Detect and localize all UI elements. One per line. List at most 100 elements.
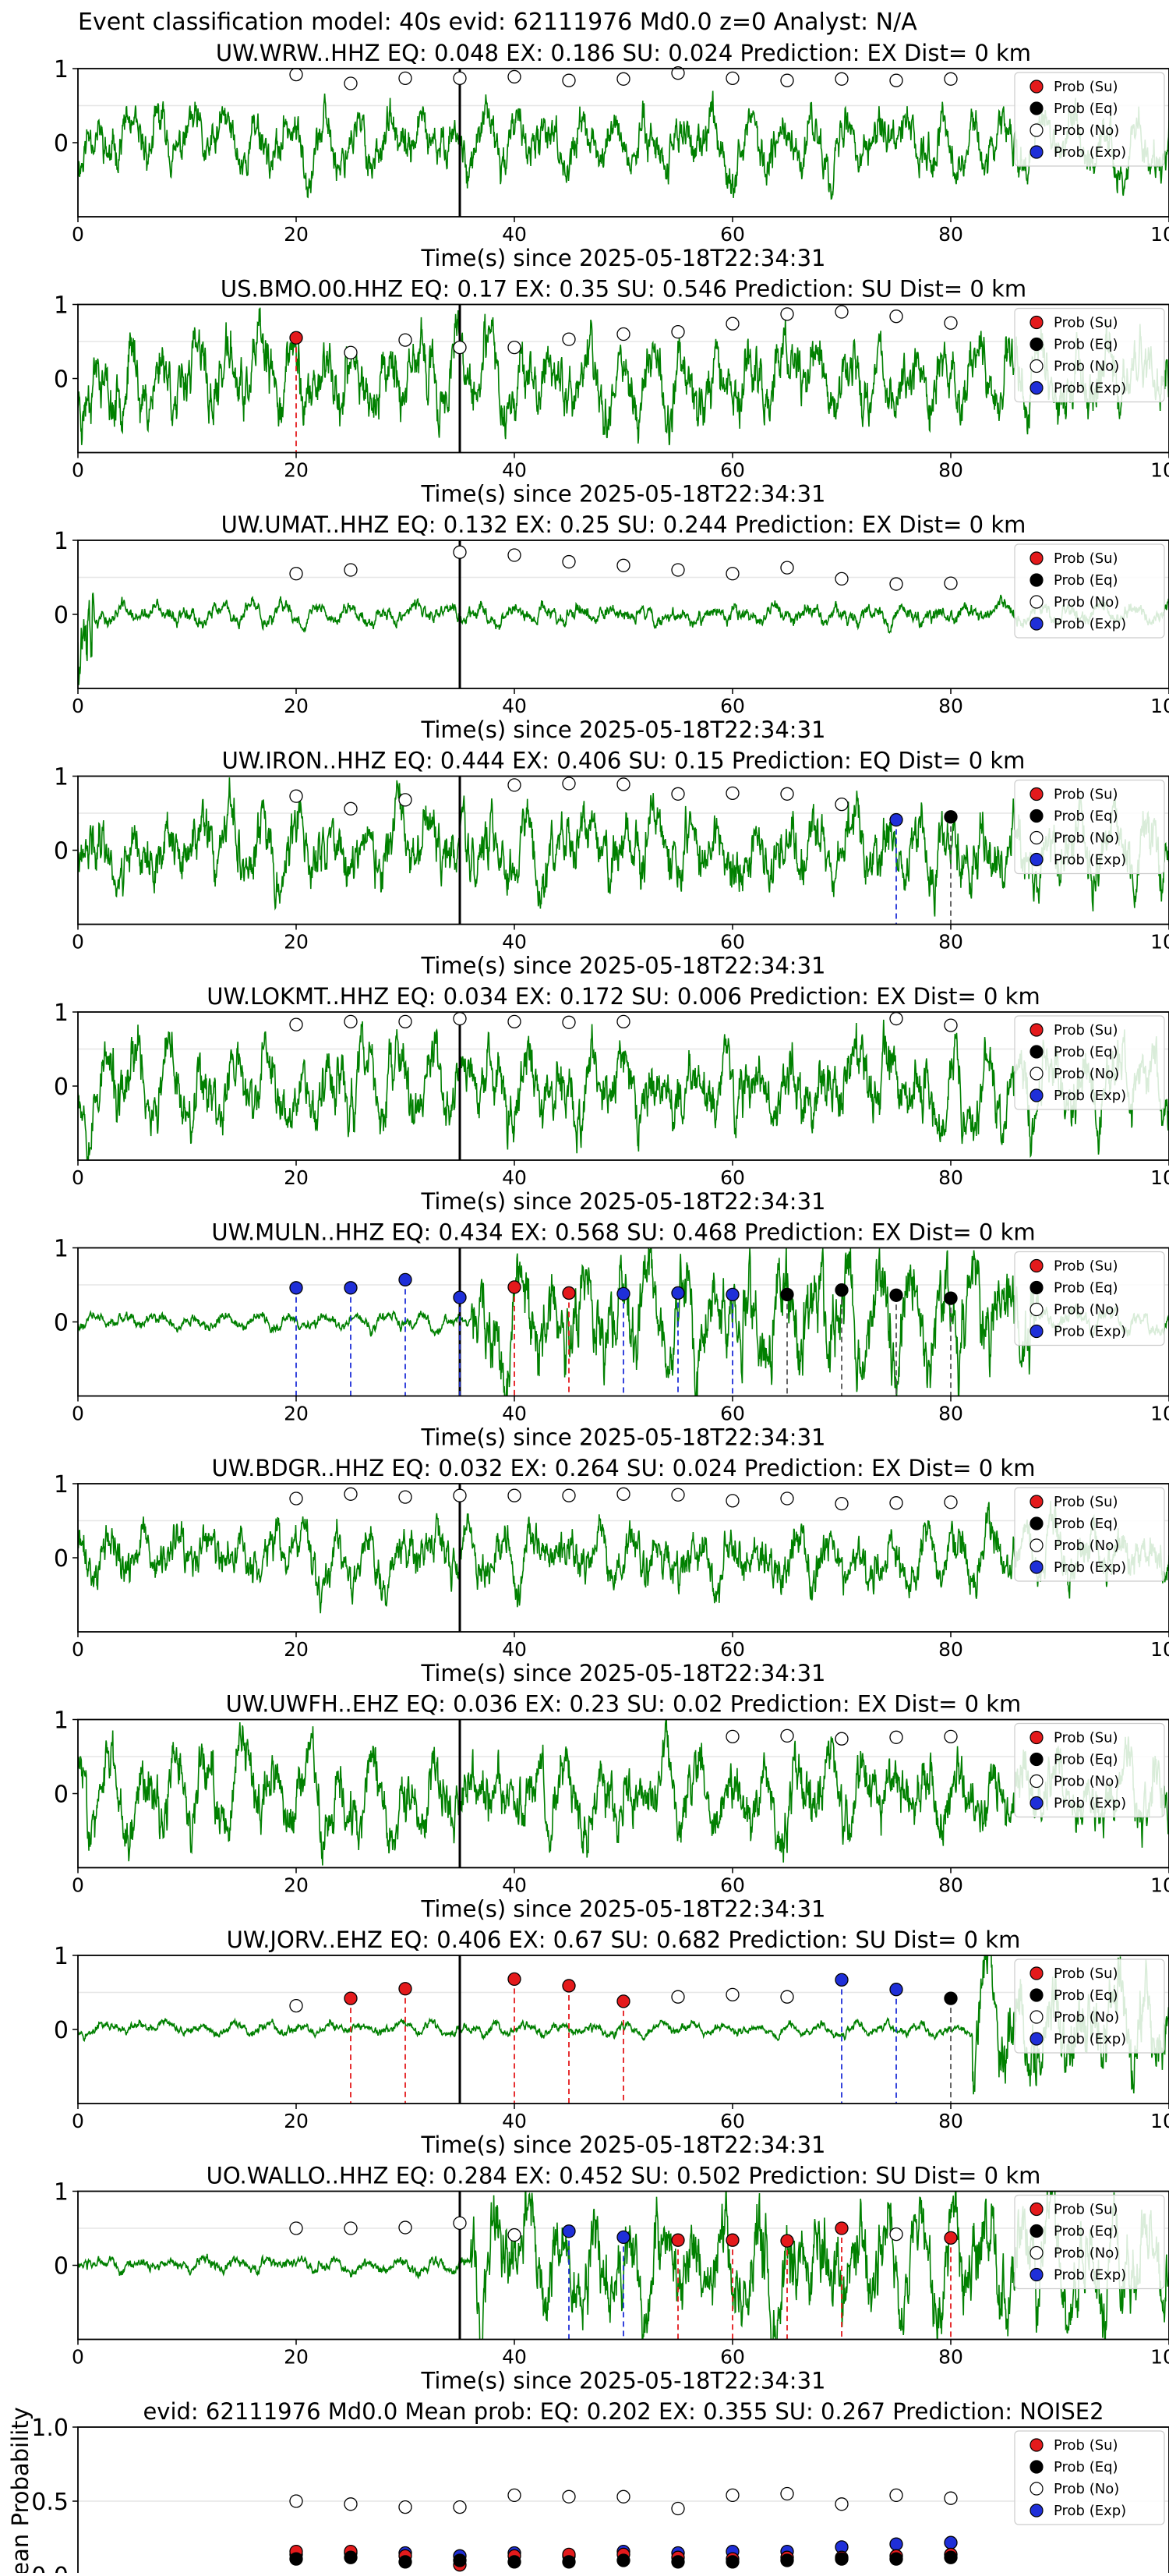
data-point-no xyxy=(835,305,849,319)
data-point-su xyxy=(562,1286,576,1300)
data-point-no xyxy=(671,563,685,577)
legend-marker-eq xyxy=(1029,1516,1044,1530)
waveform-trace xyxy=(78,593,1169,685)
data-point-no xyxy=(780,1729,794,1743)
legend-marker-su xyxy=(1029,2438,1044,2452)
legend-label-su: Prob (Su) xyxy=(1054,2437,1118,2454)
x-tick-label: 40 xyxy=(502,1403,527,1425)
y-tick-label: 1 xyxy=(54,56,69,83)
legend-marker-exp xyxy=(1029,380,1044,395)
y-tick-label: 1 xyxy=(54,1707,69,1735)
panel-8: UW.UWFH..EHZ EQ: 0.036 EX: 0.23 SU: 0.02… xyxy=(54,1691,1169,1923)
x-tick-label: 80 xyxy=(938,695,963,717)
legend-label-exp: Prob (Exp) xyxy=(1054,2031,1126,2047)
legend-marker-su xyxy=(1029,787,1044,801)
x-tick-label: 80 xyxy=(938,223,963,246)
data-point-no xyxy=(944,1495,958,1509)
data-point-no xyxy=(562,777,576,791)
data-point-no xyxy=(289,1998,303,2013)
mean-point-no xyxy=(944,2491,958,2505)
legend-label-exp: Prob (Exp) xyxy=(1054,1324,1126,1340)
mean-point-no xyxy=(507,2488,521,2503)
legend-marker-su xyxy=(1029,1023,1044,1037)
data-point-no xyxy=(289,789,303,803)
data-point-no xyxy=(398,71,412,85)
waveform-trace xyxy=(78,307,1169,446)
data-point-su xyxy=(671,2233,685,2247)
legend: Prob (Su) Prob (Eq) Prob (No) Prob (Exp) xyxy=(1014,307,1165,403)
x-tick-label: 60 xyxy=(720,2346,745,2369)
legend-label-exp: Prob (Exp) xyxy=(1054,1088,1126,1104)
mean-point-eq xyxy=(780,2553,794,2567)
x-axis-label: Time(s) since 2025-05-18T22:34:31 xyxy=(421,1896,826,1923)
legend-label-eq: Prob (Eq) xyxy=(1054,101,1118,117)
data-point-no xyxy=(671,1990,685,2004)
x-tick-label: 80 xyxy=(938,2110,963,2132)
data-point-no xyxy=(344,801,358,816)
y-tick-label: 1 xyxy=(54,1000,69,1027)
x-tick-label: 60 xyxy=(720,1638,745,1661)
data-point-no xyxy=(835,72,849,86)
mean-point-exp xyxy=(944,2535,958,2549)
legend-marker-exp xyxy=(1029,1088,1044,1102)
y-tick-label: 1 xyxy=(54,292,69,320)
legend-marker-su xyxy=(1029,1966,1044,1980)
x-axis-label: Time(s) since 2025-05-18T22:34:31 xyxy=(421,1424,826,1451)
legend-label-no: Prob (No) xyxy=(1054,1302,1119,1318)
data-point-no xyxy=(289,1491,303,1506)
legend: Prob (Su) Prob (Eq) Prob (No) Prob (Exp) xyxy=(1014,1959,1165,2054)
legend-marker-su xyxy=(1029,1258,1044,1273)
y-tick-label: 1 xyxy=(54,2179,69,2206)
data-point-no xyxy=(562,332,576,346)
data-point-no xyxy=(507,1488,521,1502)
data-point-no xyxy=(889,1496,903,1510)
x-axis-label: Time(s) since 2025-05-18T22:34:31 xyxy=(421,2132,826,2158)
data-point-no xyxy=(616,327,630,341)
legend-marker-eq xyxy=(1029,573,1044,587)
legend-marker-eq xyxy=(1029,2224,1044,2238)
legend-label-exp: Prob (Exp) xyxy=(1054,2267,1126,2284)
y-tick-label: 0 xyxy=(54,1310,69,1337)
data-point-exp xyxy=(889,1983,903,1997)
legend-label-eq: Prob (Eq) xyxy=(1054,1516,1118,1532)
data-point-no xyxy=(780,1491,794,1506)
mean-point-no xyxy=(889,2488,903,2503)
legend-box xyxy=(1014,72,1165,167)
data-point-no xyxy=(398,2220,412,2235)
data-point-no xyxy=(889,310,903,324)
legend-label-su: Prob (Su) xyxy=(1054,315,1118,331)
legend-marker-su xyxy=(1029,315,1044,330)
x-axis-label: Time(s) since 2025-05-18T22:34:31 xyxy=(421,2368,826,2394)
data-point-no xyxy=(944,576,958,590)
mean-point-no xyxy=(398,2500,412,2514)
legend-marker-no xyxy=(1029,2482,1044,2496)
legend: Prob (Su) Prob (Eq) Prob (No) Prob (Exp) xyxy=(1014,1722,1165,1818)
data-point-exp xyxy=(889,812,903,827)
legend-marker-su xyxy=(1029,80,1044,94)
legend: Prob (Su) Prob (Eq) Prob (No) Prob (Exp) xyxy=(1014,72,1165,167)
legend-marker-su xyxy=(1029,551,1044,565)
data-point-eq xyxy=(835,1283,849,1297)
data-point-no xyxy=(453,340,467,355)
legend-label-no: Prob (No) xyxy=(1054,359,1119,375)
panel-10: UO.WALLO..HHZ EQ: 0.284 EX: 0.452 SU: 0.… xyxy=(54,2163,1169,2394)
x-tick-label: 60 xyxy=(720,1403,745,1425)
data-point-su xyxy=(616,1994,630,2008)
data-point-no xyxy=(507,340,521,355)
y-tick-label: 1 xyxy=(54,1236,69,1263)
figure-title: Event classification model: 40s evid: 62… xyxy=(78,9,917,36)
x-tick-label: 20 xyxy=(284,1166,309,1189)
legend-label-su: Prob (Su) xyxy=(1054,79,1118,95)
x-tick-label: 80 xyxy=(938,459,963,482)
data-point-no xyxy=(507,69,521,84)
y-tick-label: 1 xyxy=(54,1943,69,1970)
data-point-exp xyxy=(616,2230,630,2245)
mean-point-no xyxy=(344,2497,358,2511)
data-point-no xyxy=(726,317,740,331)
data-point-su xyxy=(835,2221,849,2235)
panel-7: UW.BDGR..HHZ EQ: 0.032 EX: 0.264 SU: 0.0… xyxy=(54,1455,1169,1686)
mean-point-eq xyxy=(398,2555,412,2569)
data-point-no xyxy=(616,1487,630,1501)
legend-label-eq: Prob (Eq) xyxy=(1054,2224,1118,2240)
x-tick-label: 60 xyxy=(720,223,745,246)
